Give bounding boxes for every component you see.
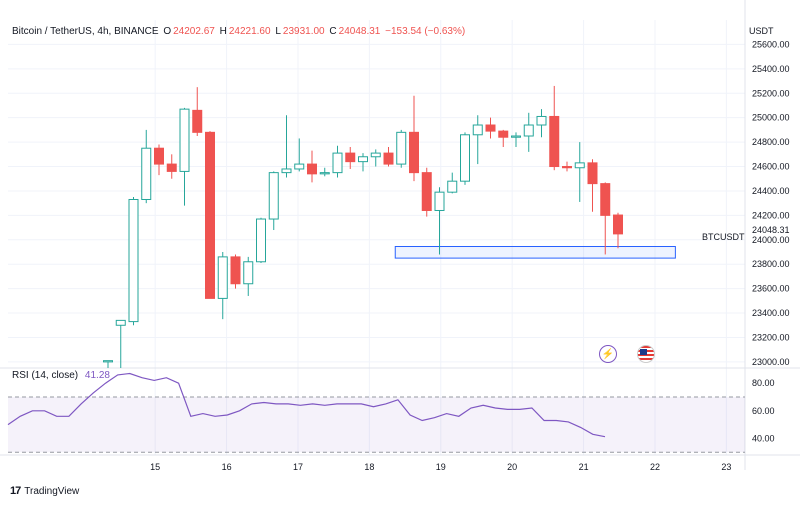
price-tick-label: 24000.00	[752, 235, 790, 245]
currency-label: USDT	[749, 26, 774, 36]
time-tick-label: 23	[721, 462, 731, 472]
time-tick-label: 16	[222, 462, 232, 472]
candle-body	[434, 191, 445, 211]
candle-body	[562, 166, 572, 169]
flash-icon[interactable]: ⚡	[599, 345, 617, 363]
candle-body	[332, 152, 343, 174]
price-tick-label: 23400.00	[752, 308, 790, 318]
tradingview-logo-icon: 17	[10, 485, 21, 497]
candle-body	[205, 131, 215, 299]
price-tick-label: 23800.00	[752, 259, 790, 269]
price-tick-label: 25000.00	[752, 113, 790, 123]
price-tick-label: 25200.00	[752, 88, 790, 98]
price-tick-label: 24200.00	[752, 210, 790, 220]
candle-body	[358, 156, 368, 163]
tradingview-name: TradingView	[24, 485, 80, 497]
open-label: O	[163, 26, 172, 37]
time-tick-label: 19	[436, 462, 446, 472]
us-flag-icon[interactable]	[637, 345, 655, 363]
candle-body	[613, 214, 623, 235]
open-value: 24202.67	[173, 26, 215, 37]
candle-body	[319, 172, 330, 175]
candle-body	[536, 115, 547, 126]
candle-body	[166, 163, 177, 172]
candle-body	[460, 134, 470, 182]
price-tick-label: 25400.00	[752, 64, 790, 74]
symbol-price-tag: BTCUSDT	[702, 232, 745, 242]
candle-body	[600, 183, 611, 216]
candle-body	[447, 180, 458, 193]
rsi-tick-label: 80.00	[752, 378, 775, 388]
candle-body	[498, 130, 509, 138]
candle-body	[485, 124, 496, 132]
price-tick-label: 23000.00	[752, 357, 790, 367]
price-tick-label: 24400.00	[752, 186, 790, 196]
support-zone-box	[394, 246, 676, 259]
change-value: −153.54 (−0.63%)	[385, 26, 466, 37]
candle-body	[103, 360, 113, 363]
close-value: 24048.31	[338, 26, 381, 37]
candle-body	[294, 163, 305, 170]
price-tick-label: 24800.00	[752, 137, 790, 147]
candle-body	[587, 162, 598, 185]
low-value: 23931.00	[282, 26, 325, 37]
candle-body	[243, 261, 254, 285]
candle-body	[268, 172, 279, 220]
rsi-label[interactable]: RSI (14, close)	[12, 370, 79, 381]
time-tick-label: 21	[579, 462, 589, 472]
low-label: L	[275, 26, 281, 37]
high-value: 24221.60	[228, 26, 271, 37]
symbol-title[interactable]: Bitcoin / TetherUS, 4h, BINANCE	[12, 26, 159, 37]
time-tick-label: 20	[507, 462, 517, 472]
close-label: C	[329, 26, 337, 37]
candle-body	[115, 319, 126, 326]
candle-body	[383, 152, 394, 165]
time-tick-label: 17	[293, 462, 303, 472]
time-tick-label: 22	[650, 462, 660, 472]
candle-body	[154, 147, 164, 165]
candle-body	[179, 108, 190, 172]
time-tick-label: 18	[364, 462, 374, 472]
candle-body	[307, 163, 317, 175]
rsi-line	[7, 372, 606, 438]
symbol-legend: Bitcoin / TetherUS, 4h, BINANCE O 24202.6…	[12, 26, 467, 37]
rsi-value: 41.28	[84, 370, 110, 381]
time-tick-label: 15	[150, 462, 160, 472]
candle-body	[409, 131, 419, 174]
candle-body	[128, 198, 139, 323]
high-label: H	[219, 26, 227, 37]
candle-body	[523, 124, 534, 137]
candle-body	[345, 152, 356, 163]
candle-body	[217, 256, 228, 299]
candle-body	[511, 135, 521, 138]
price-tick-label: 23600.00	[752, 284, 790, 294]
price-tick-label: 25600.00	[752, 39, 790, 49]
candle-body	[472, 124, 483, 136]
tradingview-branding[interactable]: 17 TradingView	[10, 485, 79, 497]
candle-body	[281, 168, 292, 174]
candle-body	[370, 152, 381, 158]
candle-body	[396, 131, 407, 165]
candle-body	[230, 256, 241, 285]
rsi-band-fill	[8, 397, 745, 453]
rsi-legend: RSI (14, close) 41.28	[12, 370, 110, 381]
candle-body	[256, 218, 266, 263]
candle-body	[549, 115, 560, 168]
candle-body	[141, 147, 152, 200]
price-tick-label: 24600.00	[752, 162, 790, 172]
candle-body	[574, 162, 585, 169]
rsi-tick-label: 40.00	[752, 433, 775, 443]
last-price-label: 24048.31	[752, 225, 790, 235]
candle-body	[421, 172, 432, 211]
price-tick-label: 23200.00	[752, 332, 790, 342]
candle-body	[192, 109, 203, 133]
rsi-tick-label: 60.00	[752, 406, 775, 416]
